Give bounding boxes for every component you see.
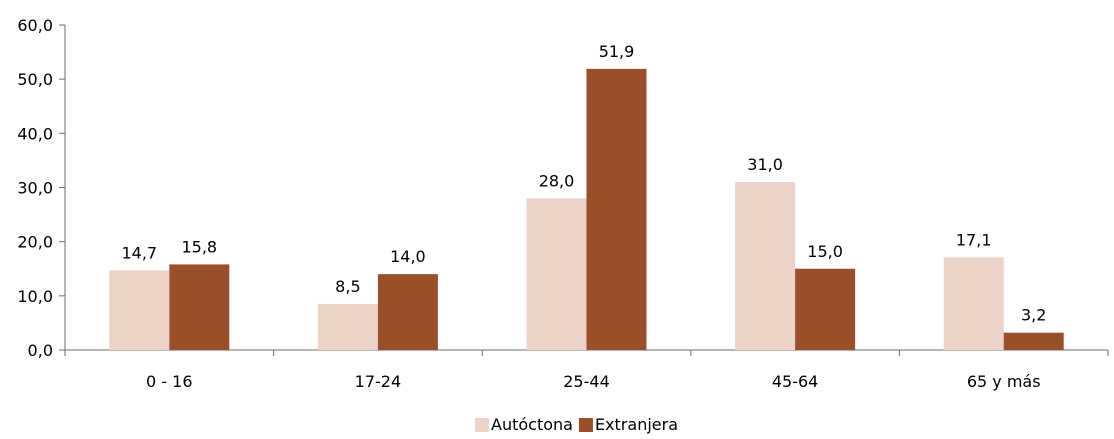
data-label: 31,0 (747, 155, 783, 174)
legend-swatch (578, 418, 593, 432)
y-tick-label: 30,0 (17, 179, 53, 198)
y-tick-label: 40,0 (17, 124, 53, 143)
bars (109, 68, 1064, 350)
y-tick-label: 60,0 (17, 16, 53, 35)
data-label: 3,2 (1021, 306, 1046, 325)
data-label: 8,5 (335, 277, 360, 296)
data-label: 51,9 (599, 42, 635, 61)
legend-swatch (475, 418, 489, 432)
y-axis: 0,0 10,0 20,0 30,0 40,0 50,0 60,0 (17, 16, 66, 360)
legend: Autóctona Extranjera (475, 415, 678, 434)
bar-extranjera (795, 268, 856, 350)
x-axis: 0 - 16 17-24 25-44 45-64 65 y más (64, 349, 1109, 391)
data-label: 14,0 (390, 247, 426, 266)
data-labels: 14,7 8,5 28,0 31,0 17,1 15,8 14,0 51,9 15,0 3,2 (121, 42, 1046, 325)
x-tick-label: 45-64 (772, 372, 819, 391)
legend-label: Autóctona (491, 415, 573, 434)
bar-extranjera (377, 274, 438, 350)
bar-extranjera (586, 68, 647, 350)
y-tick-label: 10,0 (17, 287, 53, 306)
y-tick-label: 50,0 (17, 70, 53, 89)
y-tick-label: 20,0 (17, 233, 53, 252)
bar-autoctona (526, 198, 587, 350)
x-tick-label: 65 y más (967, 372, 1041, 391)
data-label: 28,0 (539, 171, 575, 190)
data-label: 14,7 (121, 243, 157, 262)
data-label: 15,0 (807, 242, 843, 261)
data-label: 17,1 (956, 230, 992, 249)
data-label: 15,8 (181, 237, 217, 256)
legend-label: Extranjera (595, 415, 678, 434)
bar-autoctona (109, 270, 170, 350)
bar-extranjera (169, 264, 230, 350)
bar-autoctona (735, 182, 796, 350)
bar-autoctona (317, 303, 378, 350)
x-tick-label: 0 - 16 (146, 372, 192, 391)
x-tick-label: 25-44 (563, 372, 610, 391)
bar-extranjera (1003, 332, 1064, 350)
y-tick-label: 0,0 (28, 341, 53, 360)
bar-autoctona (943, 257, 1004, 350)
x-tick-label: 17-24 (355, 372, 402, 391)
